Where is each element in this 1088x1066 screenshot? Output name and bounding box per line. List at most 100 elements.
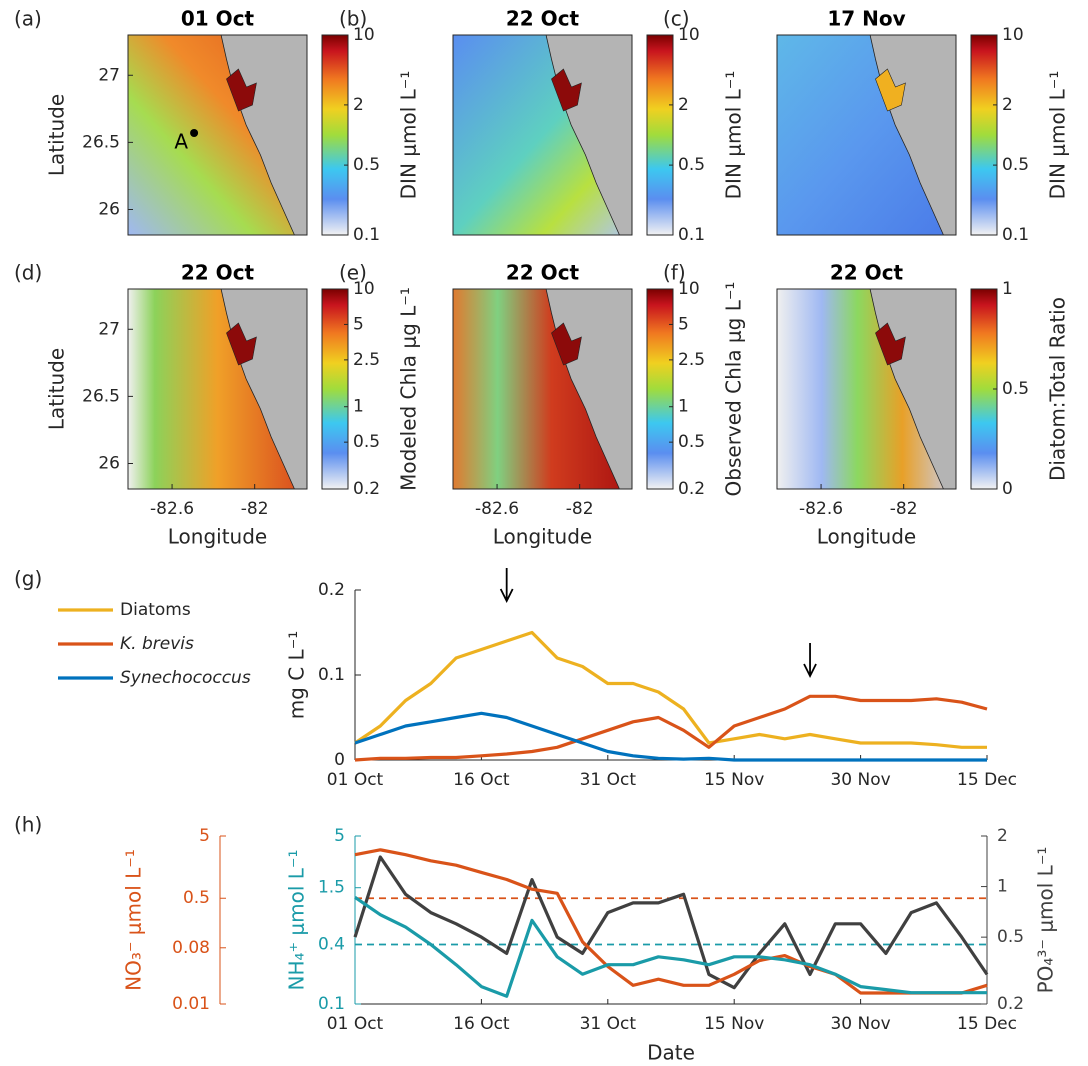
colorbar — [646, 34, 674, 236]
y-axis-label: NO₃⁻ μmol L⁻¹ — [122, 849, 146, 991]
colorbar-tick-label: 10 — [678, 279, 700, 299]
map-frame — [452, 34, 633, 236]
colorbar-tick-label: 0.5 — [353, 155, 380, 175]
colorbar-tick-label: 2 — [678, 95, 689, 115]
colorbar-tick-label: 0.2 — [353, 479, 380, 499]
y-tick-label: 0 — [334, 750, 345, 770]
colorbar-tick-label: 5 — [353, 314, 364, 334]
map-frame — [452, 288, 633, 490]
y-tick-label: 1.5 — [318, 878, 345, 898]
colorbar-label: DIN μmol L⁻¹ — [397, 71, 421, 200]
panel-label: (f) — [663, 261, 686, 285]
y-axis-label: Latitude — [45, 348, 69, 430]
series-line — [353, 855, 989, 990]
colorbar-tick-label: 0.1 — [1002, 225, 1029, 245]
line-panel: (g) 01 Oct 16 Oct 31 Oct 15 Nov 30 Nov 15 Dec 0… — [14, 567, 1017, 791]
colorbar — [970, 34, 998, 236]
colorbar — [646, 288, 674, 490]
colorbar-tick-label: 2.5 — [353, 350, 380, 370]
x-tick-label: 31 Oct — [580, 770, 637, 790]
map-title: 22 Oct — [830, 261, 904, 285]
x-tick-label: 16 Oct — [453, 770, 510, 790]
colorbar-label: DIN μmol L⁻¹ — [1046, 71, 1070, 200]
panel-label: (c) — [663, 7, 690, 31]
colorbar-tick-label: 0 — [1002, 479, 1013, 499]
x-tick-label: 30 Nov — [830, 1014, 890, 1034]
colorbar-tick-label: 2 — [353, 95, 364, 115]
colorbar-tick-label: 0.1 — [678, 225, 705, 245]
colorbar-tick-label: 1 — [678, 397, 689, 417]
y-axis-label: Latitude — [45, 94, 69, 176]
y-tick-label: 0.4 — [318, 934, 345, 954]
colorbar-label: Observed Chla μg L⁻¹ — [722, 282, 746, 497]
y-tick-label: 0.2 — [997, 994, 1024, 1014]
x-tick-label: 01 Oct — [327, 770, 384, 790]
y-axis-label: mg C L⁻¹ — [285, 631, 309, 720]
colorbar — [321, 34, 349, 236]
colorbar — [321, 288, 349, 490]
x-tick-label: 15 Nov — [704, 1014, 764, 1034]
legend-label: Diatoms — [120, 600, 191, 620]
y-tick-label: 5 — [334, 826, 345, 846]
y-tick-label: 0.1 — [318, 665, 345, 685]
y-axis-label: NH₄⁺ μmol L⁻¹ — [285, 849, 309, 990]
station-point — [190, 128, 199, 137]
colorbar-tick-label: 1 — [1002, 279, 1013, 299]
map-panel: -82.6 -82 Longitude 0.2 0.5 1 2.5 5 10 Observed C… — [452, 279, 746, 549]
station-label: A — [174, 129, 188, 153]
x-axis-label: Date — [647, 1041, 695, 1065]
estuary — [875, 68, 906, 112]
series-line — [354, 630, 987, 749]
map-panel: -82.6 -82 Longitude 0 0.5 1 Diatom:Total Ratio — [776, 279, 1070, 549]
y-tick-label: 5 — [199, 826, 210, 846]
colorbar-tick-label: 0.5 — [1002, 155, 1029, 175]
estuary — [551, 68, 582, 112]
estuary — [551, 322, 582, 366]
x-axis-label: Longitude — [493, 525, 592, 549]
series-line — [354, 711, 987, 762]
x-tick-label: 01 Oct — [327, 1014, 384, 1034]
colorbar-label: DIN μmol L⁻¹ — [722, 71, 746, 200]
panel-label: (d) — [14, 261, 42, 285]
x-tick-label: -82.6 — [150, 499, 194, 519]
x-tick-label: 15 Dec — [957, 1014, 1017, 1034]
series-line — [354, 694, 988, 762]
series-line — [354, 848, 988, 995]
map-title: 22 Oct — [506, 261, 580, 285]
x-tick-label: 15 Dec — [957, 770, 1017, 790]
colorbar-label: Modeled Chla μg L⁻¹ — [397, 287, 421, 491]
legend-label: Synechococcus — [120, 668, 251, 688]
y-tick-label: 0.2 — [318, 580, 345, 600]
colorbar-tick-label: 2 — [1002, 95, 1013, 115]
y-tick-label: 0.5 — [183, 888, 210, 908]
map-panel: 26 26.5 27 Latitude A 0.1 0.5 2 10 DIN μmol L⁻¹ — [45, 25, 421, 245]
x-tick-label: 16 Oct — [453, 1014, 510, 1034]
x-tick-label: 31 Oct — [580, 1014, 637, 1034]
colorbar-tick-label: 10 — [353, 25, 375, 45]
map-panel: -82.6 -82 26 26.5 27 Longitude Latitude 0.2 0.5 1… — [45, 279, 421, 549]
x-tick-label: 15 Nov — [704, 770, 764, 790]
colorbar-tick-label: 0.5 — [1002, 379, 1029, 399]
line-panel: (h) 01 Oct 16 Oct 31 Oct 15 Nov 30 Nov 15 Dec D… — [14, 813, 1058, 1065]
map-frame — [127, 34, 308, 236]
y-tick-label: 2 — [997, 826, 1008, 846]
colorbar-tick-label: 0.5 — [678, 432, 705, 452]
map-frame — [776, 288, 957, 490]
y-tick-label: 0.08 — [172, 938, 210, 958]
map-frame — [776, 34, 957, 236]
x-tick-label: -82.6 — [799, 499, 843, 519]
panel-label: (h) — [14, 813, 42, 837]
y-tick-label: 26.5 — [82, 132, 120, 152]
x-axis-label: Longitude — [168, 525, 267, 549]
map-title: 17 Nov — [827, 7, 905, 31]
colorbar-tick-label: 0.1 — [353, 225, 380, 245]
map-panel: 0.1 0.5 2 10 DIN μmol L⁻¹ — [452, 25, 746, 245]
map-title: 01 Oct — [181, 7, 255, 31]
colorbar-tick-label: 1 — [353, 397, 364, 417]
y-tick-label: 0.01 — [172, 994, 210, 1014]
colorbar-label: Diatom:Total Ratio — [1046, 297, 1070, 481]
legend-label: K. brevis — [120, 634, 194, 654]
x-tick-label: -82 — [241, 499, 269, 519]
map-frame — [127, 288, 308, 490]
